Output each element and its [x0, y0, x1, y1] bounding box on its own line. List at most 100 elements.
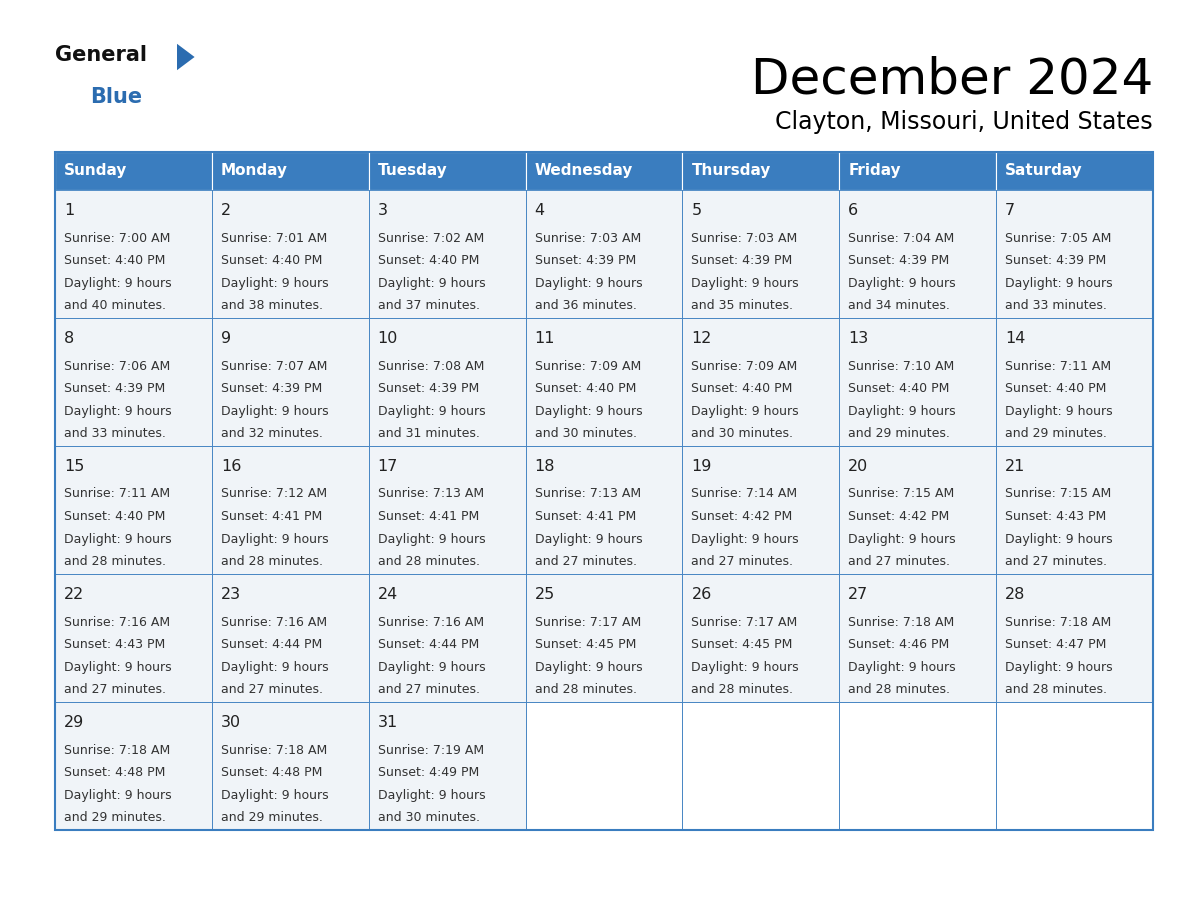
Text: Daylight: 9 hours: Daylight: 9 hours: [1005, 405, 1113, 418]
Bar: [368, 190, 525, 318]
Bar: [997, 446, 1154, 574]
Text: Daylight: 9 hours: Daylight: 9 hours: [221, 532, 329, 545]
Text: Sunrise: 7:09 AM: Sunrise: 7:09 AM: [535, 360, 640, 373]
Text: and 29 minutes.: and 29 minutes.: [221, 811, 323, 824]
Text: and 27 minutes.: and 27 minutes.: [535, 555, 637, 568]
Text: Sunrise: 7:18 AM: Sunrise: 7:18 AM: [64, 744, 170, 756]
Text: and 33 minutes.: and 33 minutes.: [1005, 299, 1107, 312]
Bar: [839, 190, 997, 318]
Text: Sunrise: 7:11 AM: Sunrise: 7:11 AM: [1005, 360, 1111, 373]
Text: and 27 minutes.: and 27 minutes.: [848, 555, 950, 568]
Text: Sunset: 4:42 PM: Sunset: 4:42 PM: [848, 510, 949, 523]
Text: Sunrise: 7:06 AM: Sunrise: 7:06 AM: [64, 360, 170, 373]
Text: and 38 minutes.: and 38 minutes.: [221, 299, 323, 312]
Text: Sunrise: 7:19 AM: Sunrise: 7:19 AM: [378, 744, 484, 756]
Bar: [997, 702, 1154, 830]
Text: Sunrise: 7:11 AM: Sunrise: 7:11 AM: [64, 487, 170, 500]
Bar: [682, 702, 839, 830]
Bar: [368, 446, 525, 574]
Text: Sunrise: 7:17 AM: Sunrise: 7:17 AM: [535, 615, 640, 629]
Text: 24: 24: [378, 587, 398, 602]
Text: and 30 minutes.: and 30 minutes.: [535, 427, 637, 440]
Bar: [368, 318, 525, 446]
Text: Daylight: 9 hours: Daylight: 9 hours: [535, 405, 643, 418]
Text: and 30 minutes.: and 30 minutes.: [691, 427, 794, 440]
Text: 27: 27: [848, 587, 868, 602]
Text: Daylight: 9 hours: Daylight: 9 hours: [378, 789, 486, 801]
Text: Sunrise: 7:12 AM: Sunrise: 7:12 AM: [221, 487, 327, 500]
Bar: [211, 574, 368, 702]
Text: Daylight: 9 hours: Daylight: 9 hours: [848, 532, 956, 545]
Text: Sunset: 4:39 PM: Sunset: 4:39 PM: [378, 382, 479, 395]
Text: Sunrise: 7:09 AM: Sunrise: 7:09 AM: [691, 360, 797, 373]
Bar: [997, 318, 1154, 446]
Text: Sunrise: 7:03 AM: Sunrise: 7:03 AM: [535, 231, 640, 244]
Text: Sunrise: 7:04 AM: Sunrise: 7:04 AM: [848, 231, 954, 244]
Bar: [55, 152, 1154, 830]
Bar: [525, 318, 682, 446]
Text: Sunset: 4:45 PM: Sunset: 4:45 PM: [691, 638, 792, 651]
Text: Daylight: 9 hours: Daylight: 9 hours: [848, 660, 956, 674]
Text: Sunrise: 7:00 AM: Sunrise: 7:00 AM: [64, 231, 170, 244]
Text: Sunrise: 7:16 AM: Sunrise: 7:16 AM: [221, 615, 327, 629]
Text: Sunset: 4:41 PM: Sunset: 4:41 PM: [378, 510, 479, 523]
Text: 10: 10: [378, 331, 398, 346]
Text: Daylight: 9 hours: Daylight: 9 hours: [378, 276, 486, 289]
Text: Daylight: 9 hours: Daylight: 9 hours: [64, 660, 171, 674]
Text: 25: 25: [535, 587, 555, 602]
Text: Daylight: 9 hours: Daylight: 9 hours: [64, 532, 171, 545]
Bar: [525, 574, 682, 702]
Bar: [525, 190, 682, 318]
Bar: [997, 702, 1154, 830]
Bar: [525, 702, 682, 830]
Text: 20: 20: [848, 459, 868, 474]
Text: 15: 15: [64, 459, 84, 474]
Text: Thursday: Thursday: [691, 163, 771, 178]
Text: and 31 minutes.: and 31 minutes.: [378, 427, 480, 440]
Text: 18: 18: [535, 459, 555, 474]
Text: Saturday: Saturday: [1005, 163, 1083, 178]
Text: and 32 minutes.: and 32 minutes.: [221, 427, 323, 440]
Bar: [368, 574, 525, 702]
Text: Sunset: 4:39 PM: Sunset: 4:39 PM: [691, 254, 792, 267]
Text: Sunset: 4:48 PM: Sunset: 4:48 PM: [64, 766, 165, 779]
Text: Sunset: 4:42 PM: Sunset: 4:42 PM: [691, 510, 792, 523]
Bar: [55, 702, 211, 830]
Text: Sunset: 4:40 PM: Sunset: 4:40 PM: [64, 510, 165, 523]
Text: Sunset: 4:39 PM: Sunset: 4:39 PM: [1005, 254, 1106, 267]
Bar: [682, 702, 839, 830]
Text: Daylight: 9 hours: Daylight: 9 hours: [1005, 276, 1113, 289]
Text: Sunset: 4:40 PM: Sunset: 4:40 PM: [64, 254, 165, 267]
Bar: [997, 152, 1154, 190]
Text: General: General: [55, 45, 147, 65]
Text: 1: 1: [64, 203, 74, 218]
Text: Sunset: 4:39 PM: Sunset: 4:39 PM: [848, 254, 949, 267]
Text: Daylight: 9 hours: Daylight: 9 hours: [1005, 532, 1113, 545]
Text: and 35 minutes.: and 35 minutes.: [691, 299, 794, 312]
Bar: [839, 702, 997, 830]
Text: Sunrise: 7:07 AM: Sunrise: 7:07 AM: [221, 360, 327, 373]
Text: 14: 14: [1005, 331, 1025, 346]
Text: Sunset: 4:41 PM: Sunset: 4:41 PM: [221, 510, 322, 523]
Text: Sunday: Sunday: [64, 163, 127, 178]
Text: 26: 26: [691, 587, 712, 602]
Text: Sunset: 4:40 PM: Sunset: 4:40 PM: [848, 382, 949, 395]
Text: Sunset: 4:43 PM: Sunset: 4:43 PM: [1005, 510, 1106, 523]
Text: Daylight: 9 hours: Daylight: 9 hours: [378, 532, 486, 545]
Text: Sunrise: 7:08 AM: Sunrise: 7:08 AM: [378, 360, 484, 373]
Text: Sunset: 4:40 PM: Sunset: 4:40 PM: [1005, 382, 1106, 395]
Text: Clayton, Missouri, United States: Clayton, Missouri, United States: [776, 110, 1154, 134]
Text: 16: 16: [221, 459, 241, 474]
Text: 11: 11: [535, 331, 555, 346]
Bar: [839, 152, 997, 190]
Text: and 28 minutes.: and 28 minutes.: [848, 683, 950, 696]
Text: Sunrise: 7:14 AM: Sunrise: 7:14 AM: [691, 487, 797, 500]
Text: 17: 17: [378, 459, 398, 474]
Text: Daylight: 9 hours: Daylight: 9 hours: [64, 276, 171, 289]
Text: Friday: Friday: [848, 163, 901, 178]
Text: Daylight: 9 hours: Daylight: 9 hours: [221, 660, 329, 674]
Text: Sunrise: 7:16 AM: Sunrise: 7:16 AM: [378, 615, 484, 629]
Text: Sunset: 4:45 PM: Sunset: 4:45 PM: [535, 638, 636, 651]
Text: Sunrise: 7:02 AM: Sunrise: 7:02 AM: [378, 231, 484, 244]
Bar: [839, 702, 997, 830]
